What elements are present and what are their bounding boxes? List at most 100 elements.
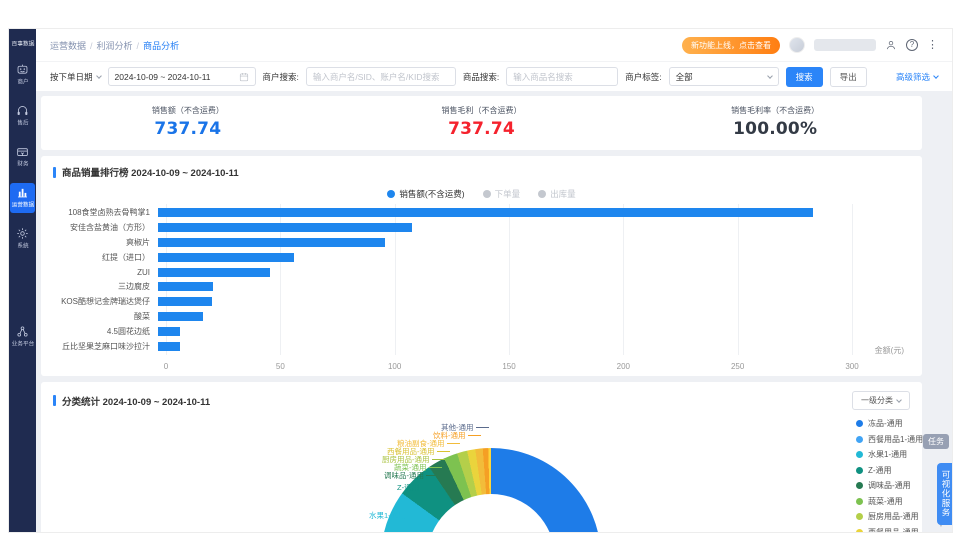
- pie-chart-title: 分类统计 2024-10-09 ~ 2024-10-11: [53, 394, 210, 408]
- legend-scroll-down-icon[interactable]: ▼: [938, 523, 944, 529]
- header-right: 新功能上线，点击查看 ? ⋮: [682, 36, 938, 54]
- search-button[interactable]: 搜索: [785, 66, 823, 87]
- pie-slice-label[interactable]: 水果1-通用: [369, 510, 421, 521]
- date-range-input[interactable]: 2024-10-09 ~ 2024-10-11: [107, 67, 256, 86]
- sidebar: 百事数据 商户售后财务运营数据系统业务平台: [9, 29, 36, 532]
- advanced-filter-toggle[interactable]: 高级筛选: [896, 71, 939, 83]
- headset-icon: [16, 104, 29, 117]
- x-axis-ticks: 0 50 100 150 200 250 300: [163, 358, 859, 372]
- sidebar-item-label: 系统: [16, 243, 29, 250]
- sidebar-item-nodes[interactable]: 业务平台: [10, 322, 35, 352]
- main-area: 运营数据 / 利润分析 / 商品分析 新功能上线，点击查看 ? ⋮ 按下单日期 2024…: [36, 29, 952, 532]
- bar-track: [158, 282, 852, 292]
- bar[interactable]: [158, 252, 295, 262]
- app-logo: 百事数据: [11, 41, 34, 48]
- bar-rows: 108食堂卤熟去骨鸭掌1 安佳含盐黄油（方形） 爽椒片 红提（进口） ZUI 三边腐皮 KO…: [53, 204, 910, 355]
- calendar-icon: [239, 72, 249, 82]
- leader-line: [407, 515, 421, 516]
- pie-legend-item[interactable]: 调味品-通用: [856, 480, 923, 491]
- new-feature-banner[interactable]: 新功能上线，点击查看: [682, 36, 780, 54]
- category-level-select[interactable]: 一级分类: [852, 391, 910, 410]
- gear-icon: [16, 227, 29, 240]
- stat-item: 销售毛利率（不含运费） 100.00%: [628, 105, 922, 139]
- bar[interactable]: [158, 327, 180, 336]
- sidebar-item-headset[interactable]: 售后: [10, 101, 35, 131]
- sidebar-item-storefront[interactable]: 商户: [10, 60, 35, 90]
- pie-slice-label[interactable]: 粮油副食-通用: [397, 438, 460, 449]
- legend-item[interactable]: 下单量: [482, 188, 520, 200]
- pie-slice-label[interactable]: 调味品-通用: [384, 470, 439, 481]
- bar-chart-legend: 销售额(不含运费) 下单量 出库量: [53, 188, 910, 200]
- merchant-search-input[interactable]: 输入商户名/SID、账户名/KID搜索: [305, 67, 456, 86]
- pie-legend-item[interactable]: 冻品-通用: [856, 418, 923, 429]
- pie-legend-item[interactable]: 水果1-通用: [856, 449, 923, 460]
- breadcrumb-item[interactable]: 运营数据: [50, 40, 87, 51]
- pie-legend-item[interactable]: Z-通用: [856, 465, 923, 476]
- breadcrumb-item[interactable]: 利润分析: [96, 40, 133, 51]
- pie-slice-label[interactable]: 蔬菜-通用: [394, 462, 442, 473]
- x-tick-label: 0: [163, 362, 169, 371]
- pie-slice-label[interactable]: 其他-通用: [441, 422, 489, 433]
- sidebar-item-label: 运营数据: [11, 202, 34, 209]
- export-button[interactable]: 导出: [829, 66, 867, 87]
- bar[interactable]: [158, 282, 213, 292]
- bar[interactable]: [158, 312, 203, 322]
- pie-legend-item[interactable]: 厨房用品-通用: [856, 511, 923, 522]
- pie-slice-label[interactable]: 厨房用品-通用: [382, 454, 445, 465]
- service-side-tab[interactable]: 可视化服务: [937, 463, 952, 525]
- bar-row: 丘比坚果芝麻口味沙拉汁: [53, 340, 910, 353]
- bar-track: [158, 312, 852, 322]
- product-search-label: 商品搜索:: [462, 71, 500, 82]
- pie-slice-label[interactable]: 西餐用品-通用: [387, 446, 450, 457]
- leader-line: [436, 451, 450, 452]
- sidebar-item-label: 业务平台: [11, 341, 34, 348]
- x-axis-unit: 金额(元): [874, 346, 904, 355]
- pie-chart-card: 分类统计 2024-10-09 ~ 2024-10-11 一级分类 其他-通用饮…: [41, 382, 944, 532]
- pie-legend-item[interactable]: 蔬菜-通用: [856, 496, 923, 507]
- product-search-input[interactable]: 输入商品名搜索: [506, 67, 619, 86]
- bar-category-label: 丘比坚果芝麻口味沙拉汁: [62, 341, 150, 351]
- help-icon[interactable]: ?: [906, 39, 918, 51]
- bar[interactable]: [158, 267, 271, 277]
- bar[interactable]: [158, 237, 385, 247]
- bar-category-label: 安佳含盐黄油（方形）: [70, 222, 150, 232]
- legend-dot-icon: [856, 513, 863, 520]
- merchant-tag-select[interactable]: 全部: [668, 67, 779, 86]
- support-icon[interactable]: [885, 39, 897, 51]
- nodes-icon: [16, 325, 29, 338]
- leader-line: [431, 459, 445, 460]
- legend-item[interactable]: 出库量: [538, 188, 576, 200]
- bar[interactable]: [158, 341, 181, 351]
- breadcrumb: 运营数据 / 利润分析 / 商品分析: [50, 40, 180, 51]
- stat-label: 销售毛利率（不含运费）: [731, 106, 820, 115]
- bar-row: KOS酷想记金牌瑞达煲仔: [53, 295, 910, 308]
- sidebar-item-wallet[interactable]: 财务: [10, 142, 35, 172]
- bar-row: 108食堂卤熟去骨鸭掌1: [53, 206, 910, 219]
- pie-legend-item[interactable]: 西餐用品1-通用: [856, 434, 923, 445]
- avatar[interactable]: [789, 37, 805, 53]
- bar-row: 三边腐皮: [53, 280, 910, 293]
- pie-legend-item[interactable]: 西餐用品-通用: [856, 527, 923, 532]
- gridline: [509, 204, 510, 355]
- gridlines: [166, 204, 853, 355]
- chevron-down-icon: [896, 396, 902, 403]
- x-tick-label: 150: [502, 362, 516, 371]
- breadcrumb-current: 商品分析: [143, 40, 180, 51]
- sidebar-item-bar-chart[interactable]: 运营数据: [10, 183, 35, 213]
- pie-slice-label[interactable]: 饮料-通用: [433, 430, 481, 441]
- date-type-select[interactable]: 按下单日期: [50, 71, 102, 83]
- more-menu-icon[interactable]: ⋮: [927, 38, 938, 51]
- pie-slice-label[interactable]: Z-通用: [397, 482, 435, 493]
- legend-item[interactable]: 销售额(不含运费): [387, 188, 465, 200]
- bar[interactable]: [158, 222, 413, 232]
- pie-legend: 冻品-通用西餐用品1-通用 水果1-通用 Z-通用调味品-通用 蔬菜-通用厨房用品-通…: [856, 418, 923, 532]
- bar-row: 红提（进口）: [53, 251, 910, 264]
- bar[interactable]: [158, 297, 213, 307]
- bar[interactable]: [158, 208, 813, 217]
- task-floating-button[interactable]: 任务: [923, 434, 949, 449]
- gridline: [166, 204, 167, 355]
- wallet-icon: [16, 145, 29, 158]
- legend-dot-icon: [856, 420, 863, 427]
- gridline: [852, 204, 853, 355]
- sidebar-item-gear[interactable]: 系统: [10, 224, 35, 254]
